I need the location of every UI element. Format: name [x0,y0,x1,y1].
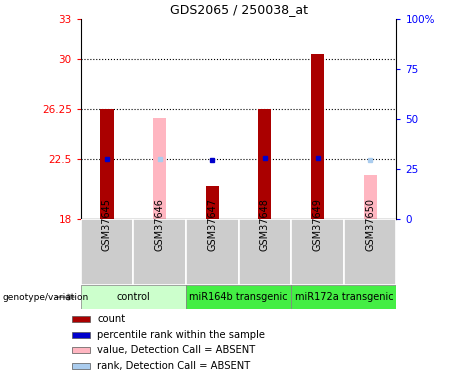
Bar [291,285,396,309]
Bar [311,54,324,219]
Text: GSM37649: GSM37649 [313,198,323,251]
Text: GSM37646: GSM37646 [154,198,165,251]
Text: miR164b transgenic: miR164b transgenic [189,292,288,302]
Text: GSM37647: GSM37647 [207,198,217,251]
Text: GSM37648: GSM37648 [260,198,270,251]
Text: miR172a transgenic: miR172a transgenic [295,292,393,302]
Bar [72,347,90,353]
Bar [258,109,272,219]
Bar [72,363,90,369]
Bar [72,316,90,322]
Bar [72,332,90,338]
Text: value, Detection Call = ABSENT: value, Detection Call = ABSENT [97,345,256,355]
Bar [81,219,133,285]
Bar [291,219,344,285]
Text: rank, Detection Call = ABSENT: rank, Detection Call = ABSENT [97,361,251,371]
Bar [364,175,377,219]
Bar [206,186,219,219]
Bar [153,118,166,219]
Bar [133,219,186,285]
Text: genotype/variation: genotype/variation [2,292,89,302]
Text: GSM37650: GSM37650 [365,198,375,251]
Text: GSM37645: GSM37645 [102,198,112,251]
Bar [81,285,186,309]
Bar [186,285,291,309]
Text: percentile rank within the sample: percentile rank within the sample [97,330,266,340]
Bar [344,219,396,285]
Bar [239,219,291,285]
Text: control: control [117,292,150,302]
Bar [186,219,239,285]
Title: GDS2065 / 250038_at: GDS2065 / 250038_at [170,3,307,16]
Bar [100,109,113,219]
Text: count: count [97,314,125,324]
